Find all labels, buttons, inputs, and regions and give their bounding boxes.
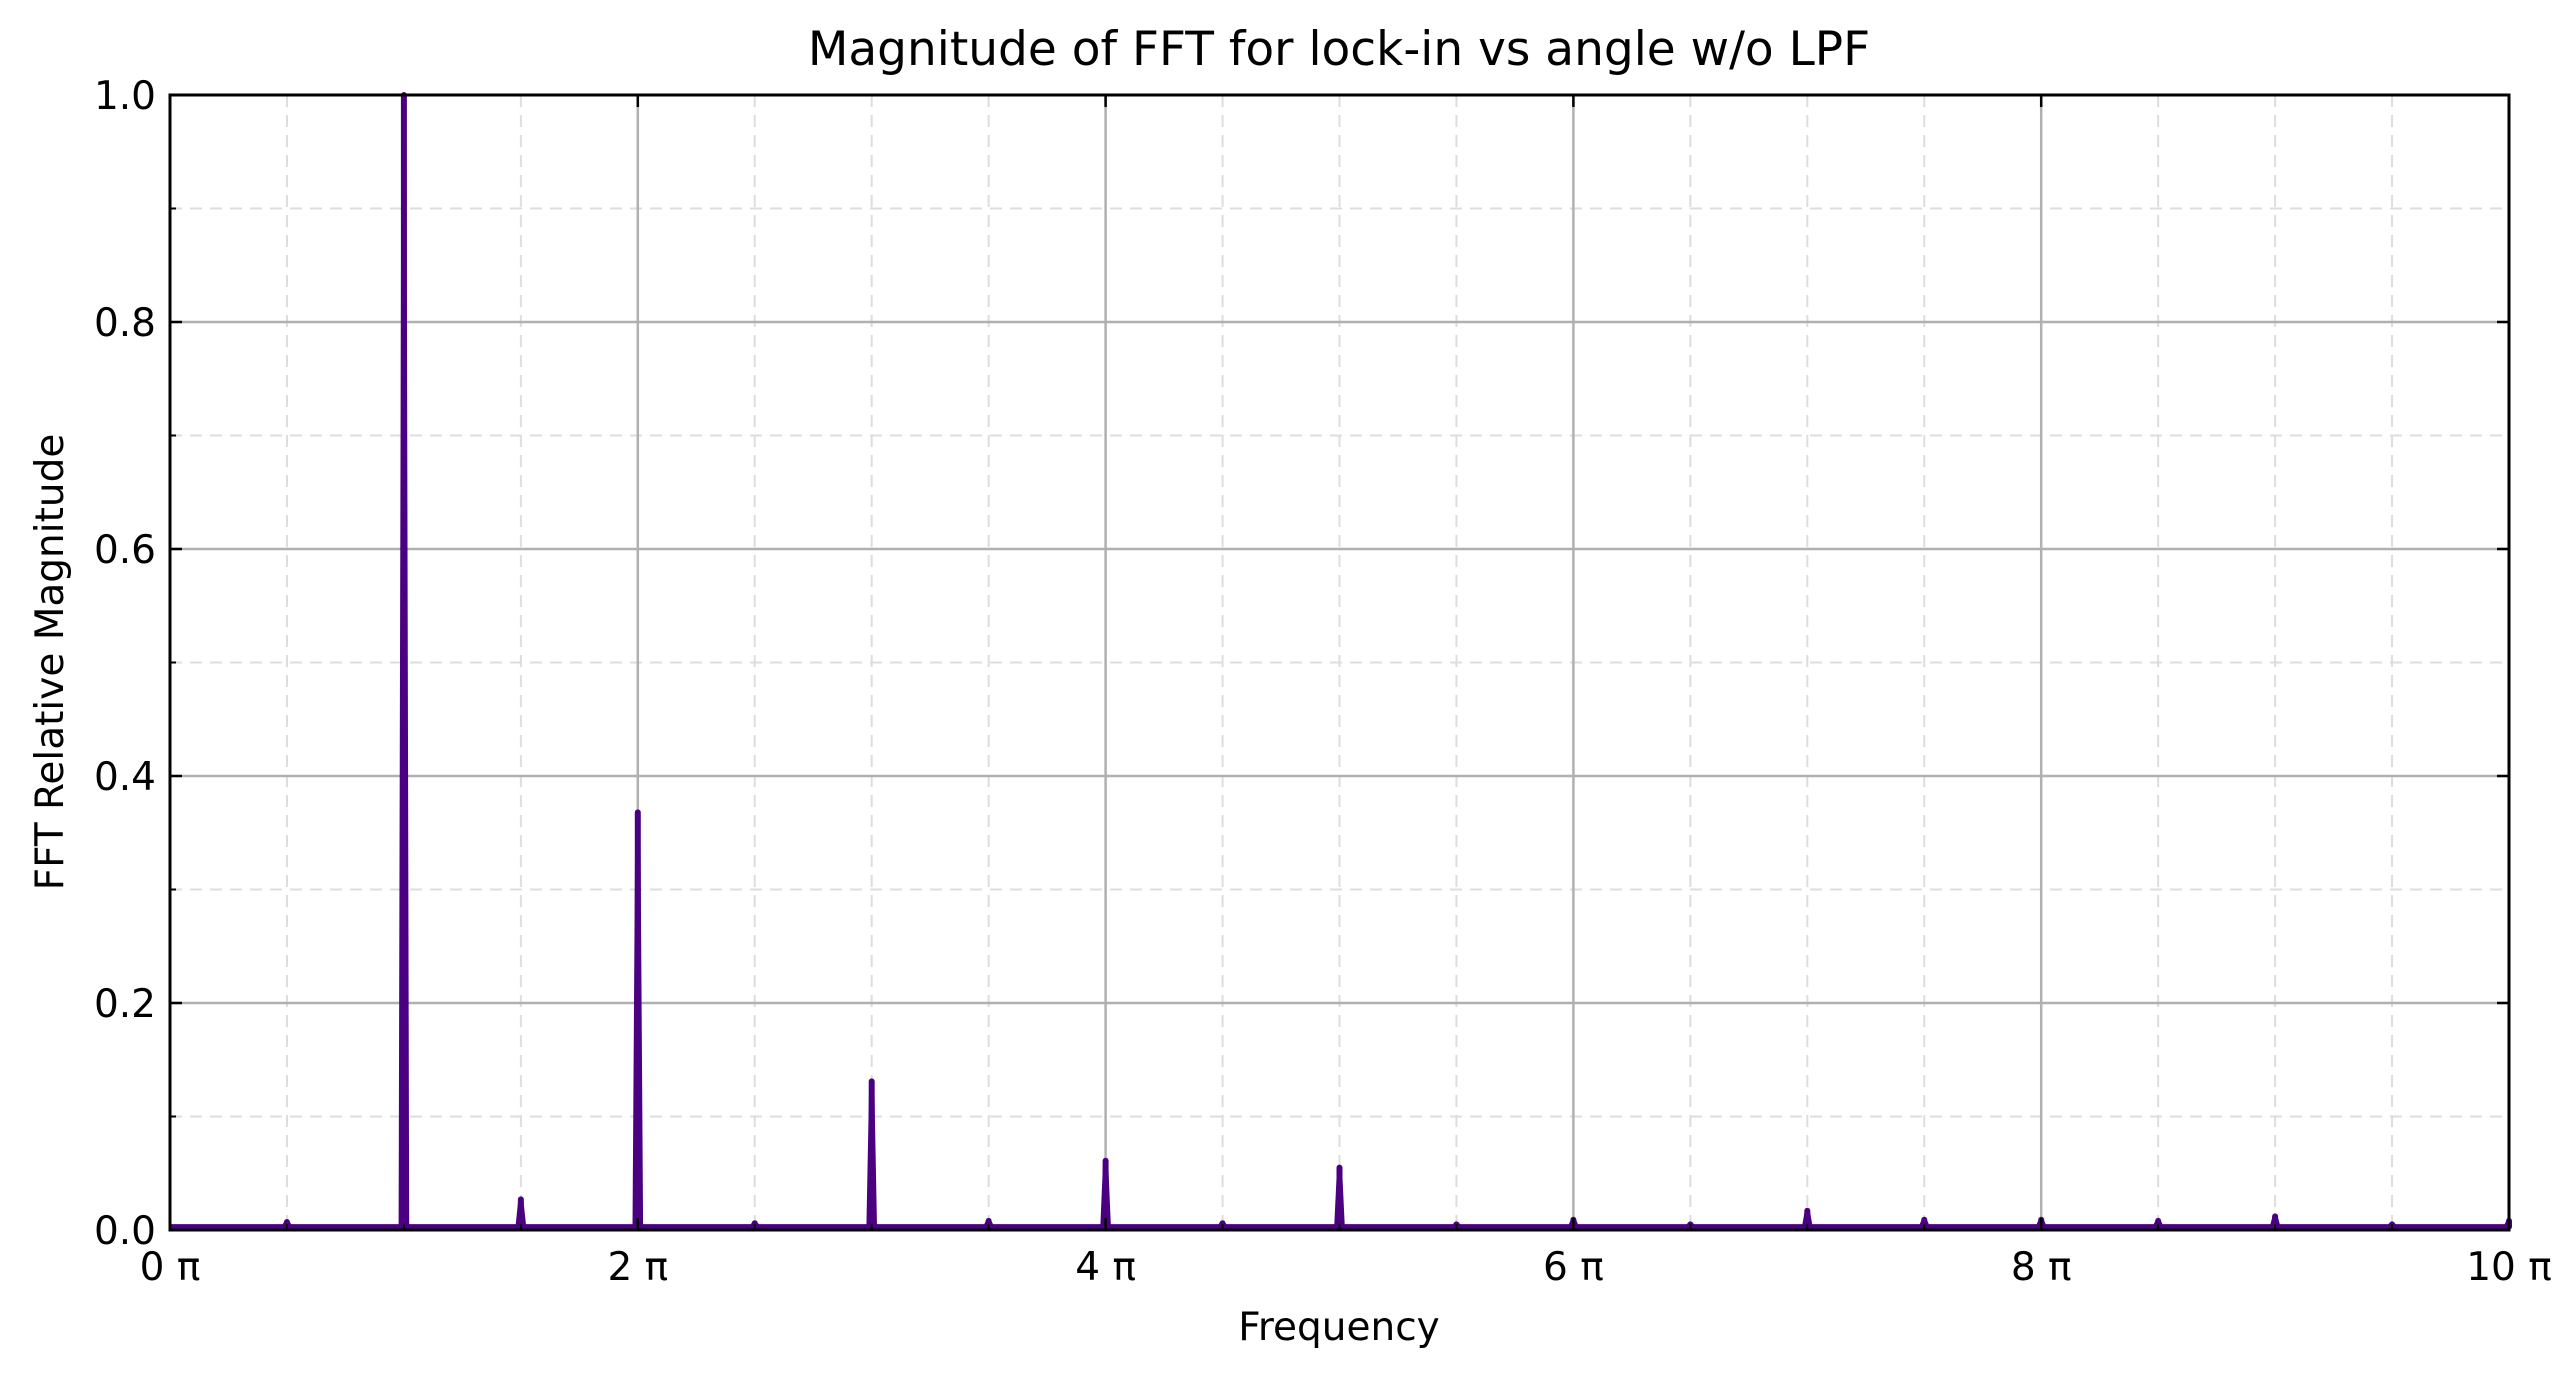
plot-area xyxy=(170,92,2512,1230)
y-tick-label: 0.6 xyxy=(94,528,156,573)
x-tick-label: 10 π xyxy=(2466,1245,2552,1290)
x-axis-label: Frequency xyxy=(1238,1305,1439,1350)
axis-ticks xyxy=(168,93,2511,1232)
x-tick-label: 2 π xyxy=(607,1245,668,1290)
x-tick-label: 6 π xyxy=(1543,1245,1604,1290)
axis-labels: 0 π 2 π 4 π 6 π 8 π 10 π 0.0 0.2 0.4 0.6 0.8 1.0 xyxy=(94,74,2552,1290)
y-tick-label: 1.0 xyxy=(94,74,156,119)
chart-title: Magnitude of FFT for lock-in vs angle w/… xyxy=(808,22,1870,77)
x-tick-label: 0 π xyxy=(140,1245,201,1290)
y-tick-label: 0.4 xyxy=(94,755,156,800)
y-tick-label: 0.8 xyxy=(94,301,156,346)
y-tick-label: 0.0 xyxy=(94,1209,156,1254)
grid xyxy=(168,93,2511,1232)
x-tick-label: 4 π xyxy=(1075,1245,1136,1290)
y-tick-label: 0.2 xyxy=(94,982,156,1027)
x-tick-label: 8 π xyxy=(2011,1245,2072,1290)
y-axis-label: FFT Relative Magnitude xyxy=(28,434,73,891)
